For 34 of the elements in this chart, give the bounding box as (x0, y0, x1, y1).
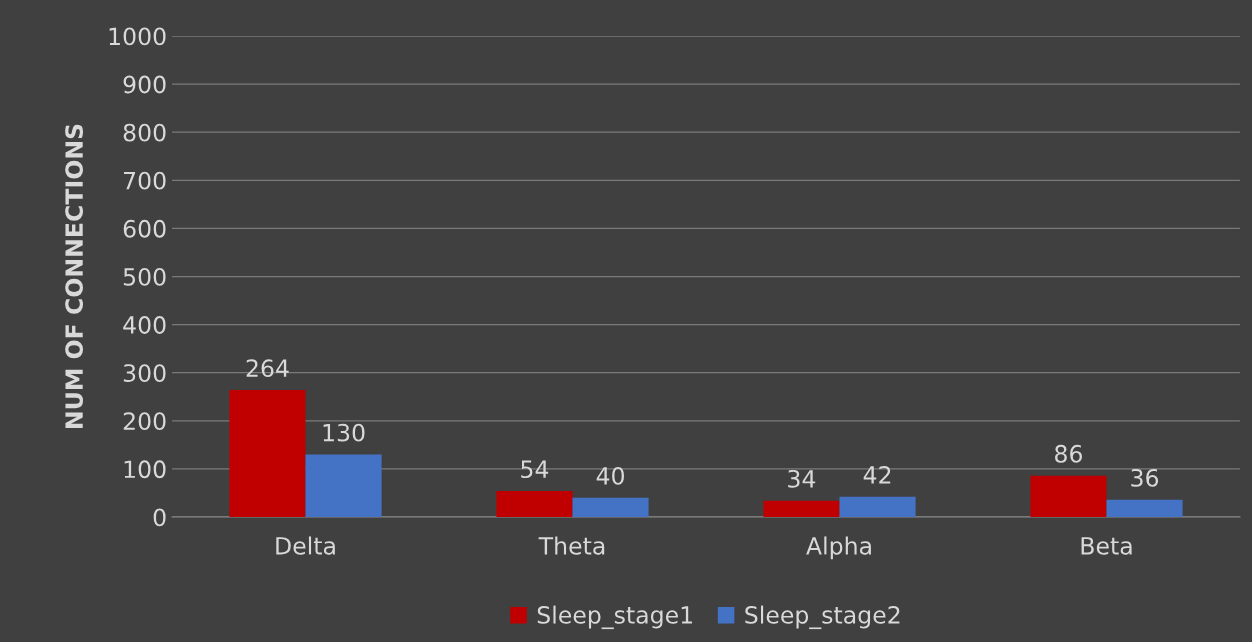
data-label: 54 (521, 460, 549, 479)
y-tick-label: 800 (123, 123, 166, 142)
data-label: 40 (596, 466, 624, 485)
y-tick-label: 700 (124, 171, 166, 190)
y-tick-label: 0 (153, 508, 166, 527)
y-tick-label: 300 (123, 364, 166, 383)
bar (229, 390, 306, 517)
bar (839, 496, 916, 517)
x-tick-label: Theta (538, 536, 605, 555)
legend-label: Sleep_stage2 (745, 605, 900, 630)
data-label: 130 (323, 423, 365, 442)
y-tick-label: 600 (123, 219, 166, 238)
y-tick-label: 200 (123, 412, 166, 431)
y-tick-label: 1000 (109, 27, 166, 46)
bar (1030, 475, 1107, 517)
bar (763, 500, 840, 517)
y-tick-label: 500 (123, 267, 166, 286)
y-axis-title: NUM OF CONNECTIONS (65, 124, 84, 428)
data-label: 264 (246, 359, 289, 378)
bar (305, 454, 382, 517)
data-label: 86 (1055, 444, 1082, 463)
x-tick-label: Delta (276, 536, 335, 555)
x-tick-label: Beta (1081, 537, 1132, 555)
y-tick-label: 100 (124, 460, 166, 479)
bar (496, 491, 573, 517)
y-tick-label: 900 (123, 75, 166, 94)
x-tick-label: Alpha (806, 536, 871, 560)
bar (1106, 499, 1183, 517)
data-label: 42 (863, 466, 891, 484)
y-tick-label: 400 (123, 316, 166, 334)
data-label: 34 (788, 469, 816, 488)
legend-label: Sleep_stage1 (537, 605, 693, 630)
bar (572, 497, 649, 517)
data-label: 36 (1131, 468, 1159, 487)
